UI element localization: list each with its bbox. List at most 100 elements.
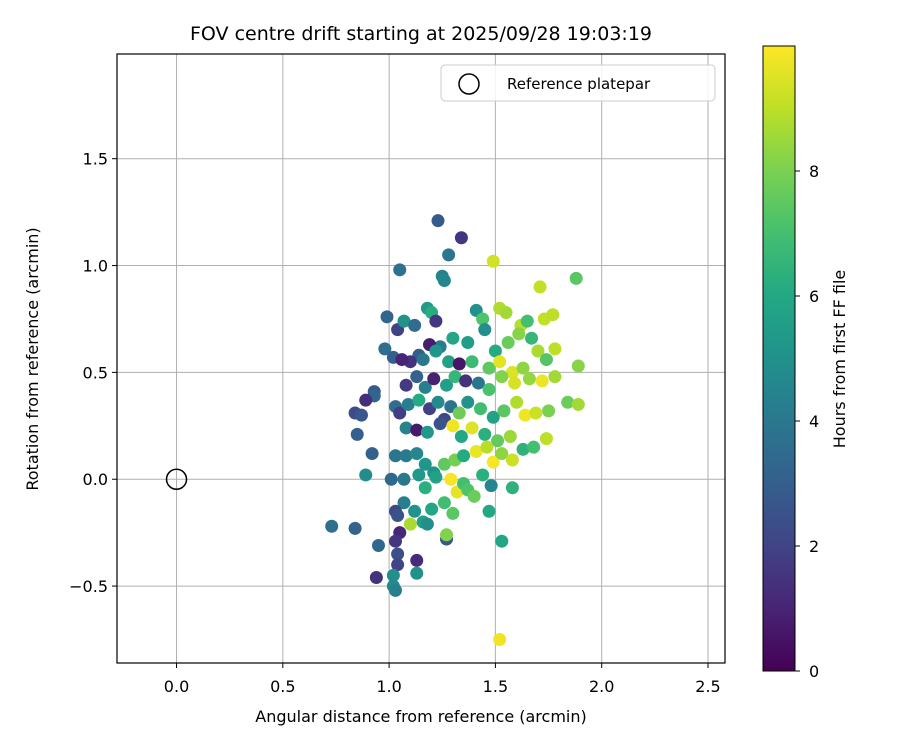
data-point <box>410 370 424 384</box>
data-point <box>531 344 545 358</box>
data-point <box>488 344 502 358</box>
data-point <box>480 440 494 454</box>
reference-platepar-marker <box>165 468 188 490</box>
data-point <box>516 361 530 375</box>
data-point <box>437 457 451 471</box>
data-point <box>350 427 364 441</box>
data-point <box>571 397 585 411</box>
data-point <box>437 274 451 288</box>
data-point <box>371 538 385 552</box>
data-point <box>410 423 424 437</box>
data-point <box>478 427 492 441</box>
data-point <box>429 344 443 358</box>
data-point <box>418 457 432 471</box>
data-point <box>393 406 407 420</box>
colorbar-ticks: 0 2 4 6 8 <box>795 162 819 681</box>
data-point <box>516 442 530 456</box>
data-point <box>505 453 519 467</box>
colorbar-tick-label: 8 <box>809 162 819 181</box>
data-point <box>437 496 451 510</box>
data-point <box>348 521 362 535</box>
legend: Reference platepar <box>440 64 716 102</box>
data-point <box>446 419 460 433</box>
data-point <box>418 481 432 495</box>
data-point <box>571 359 585 373</box>
data-point <box>518 408 532 422</box>
data-point <box>425 502 439 516</box>
colorbar-tick-label: 0 <box>809 662 819 681</box>
data-point <box>539 432 553 446</box>
data-point <box>505 365 519 379</box>
data-point <box>533 280 547 294</box>
data-point <box>446 506 460 520</box>
data-point <box>391 509 405 523</box>
data-point <box>478 323 492 337</box>
data-point <box>482 361 496 375</box>
data-point <box>412 393 426 407</box>
data-point <box>446 331 460 345</box>
data-point <box>495 447 509 461</box>
y-tick-label: −0.5 <box>69 577 108 596</box>
data-point <box>388 534 402 548</box>
data-point <box>510 395 524 409</box>
data-point <box>429 314 443 328</box>
data-point <box>561 395 575 409</box>
data-point <box>427 372 441 386</box>
data-point <box>440 378 454 392</box>
data-point <box>401 397 415 411</box>
x-axis-ticks: 0.0 0.5 1.0 1.5 2.0 2.5 <box>164 663 721 696</box>
data-point <box>461 395 475 409</box>
data-point <box>403 517 417 531</box>
data-point <box>408 504 422 518</box>
data-points <box>325 214 585 646</box>
data-point <box>508 376 522 390</box>
data-point <box>442 248 456 262</box>
data-point <box>408 318 422 332</box>
y-tick-label: 0.5 <box>83 363 108 382</box>
plot-frame <box>116 53 726 664</box>
data-point <box>467 489 481 503</box>
data-point <box>391 547 405 561</box>
data-point <box>495 534 509 548</box>
data-point <box>359 468 373 482</box>
data-point <box>354 408 368 422</box>
data-point <box>548 342 562 356</box>
data-point <box>495 370 509 384</box>
data-point <box>482 504 496 518</box>
data-point <box>469 444 483 458</box>
data-point <box>431 214 445 228</box>
data-point <box>378 342 392 356</box>
data-point <box>484 479 498 493</box>
data-point <box>410 553 424 567</box>
x-axis-label: Angular distance from reference (arcmin) <box>255 707 586 726</box>
y-axis-ticks: −0.5 0.0 0.5 1.0 1.5 <box>69 150 117 596</box>
data-point <box>569 271 583 285</box>
data-point <box>486 410 500 424</box>
data-point <box>459 374 473 388</box>
data-point <box>539 353 553 367</box>
data-point <box>465 355 479 369</box>
data-point <box>359 393 373 407</box>
data-point <box>416 353 430 367</box>
data-point <box>397 496 411 510</box>
colorbar-tick-label: 4 <box>809 412 819 431</box>
data-point <box>454 231 468 245</box>
data-point <box>365 447 379 461</box>
data-point <box>454 429 468 443</box>
legend-marker-icon <box>458 73 480 95</box>
data-point <box>461 335 475 349</box>
colorbar-gradient <box>762 45 796 672</box>
data-point <box>448 370 462 384</box>
data-point <box>529 406 543 420</box>
colorbar: 0 2 4 6 8 Hours from first FF file <box>762 45 849 681</box>
chart-title: FOV centre drift starting at 2025/09/28 … <box>190 23 652 45</box>
data-point <box>486 254 500 268</box>
data-point <box>325 519 339 533</box>
data-point <box>474 402 488 416</box>
data-point <box>535 374 549 388</box>
data-point <box>384 472 398 486</box>
colorbar-tick-label: 6 <box>809 287 819 306</box>
data-point <box>395 353 409 367</box>
x-tick-label: 1.0 <box>376 677 401 696</box>
